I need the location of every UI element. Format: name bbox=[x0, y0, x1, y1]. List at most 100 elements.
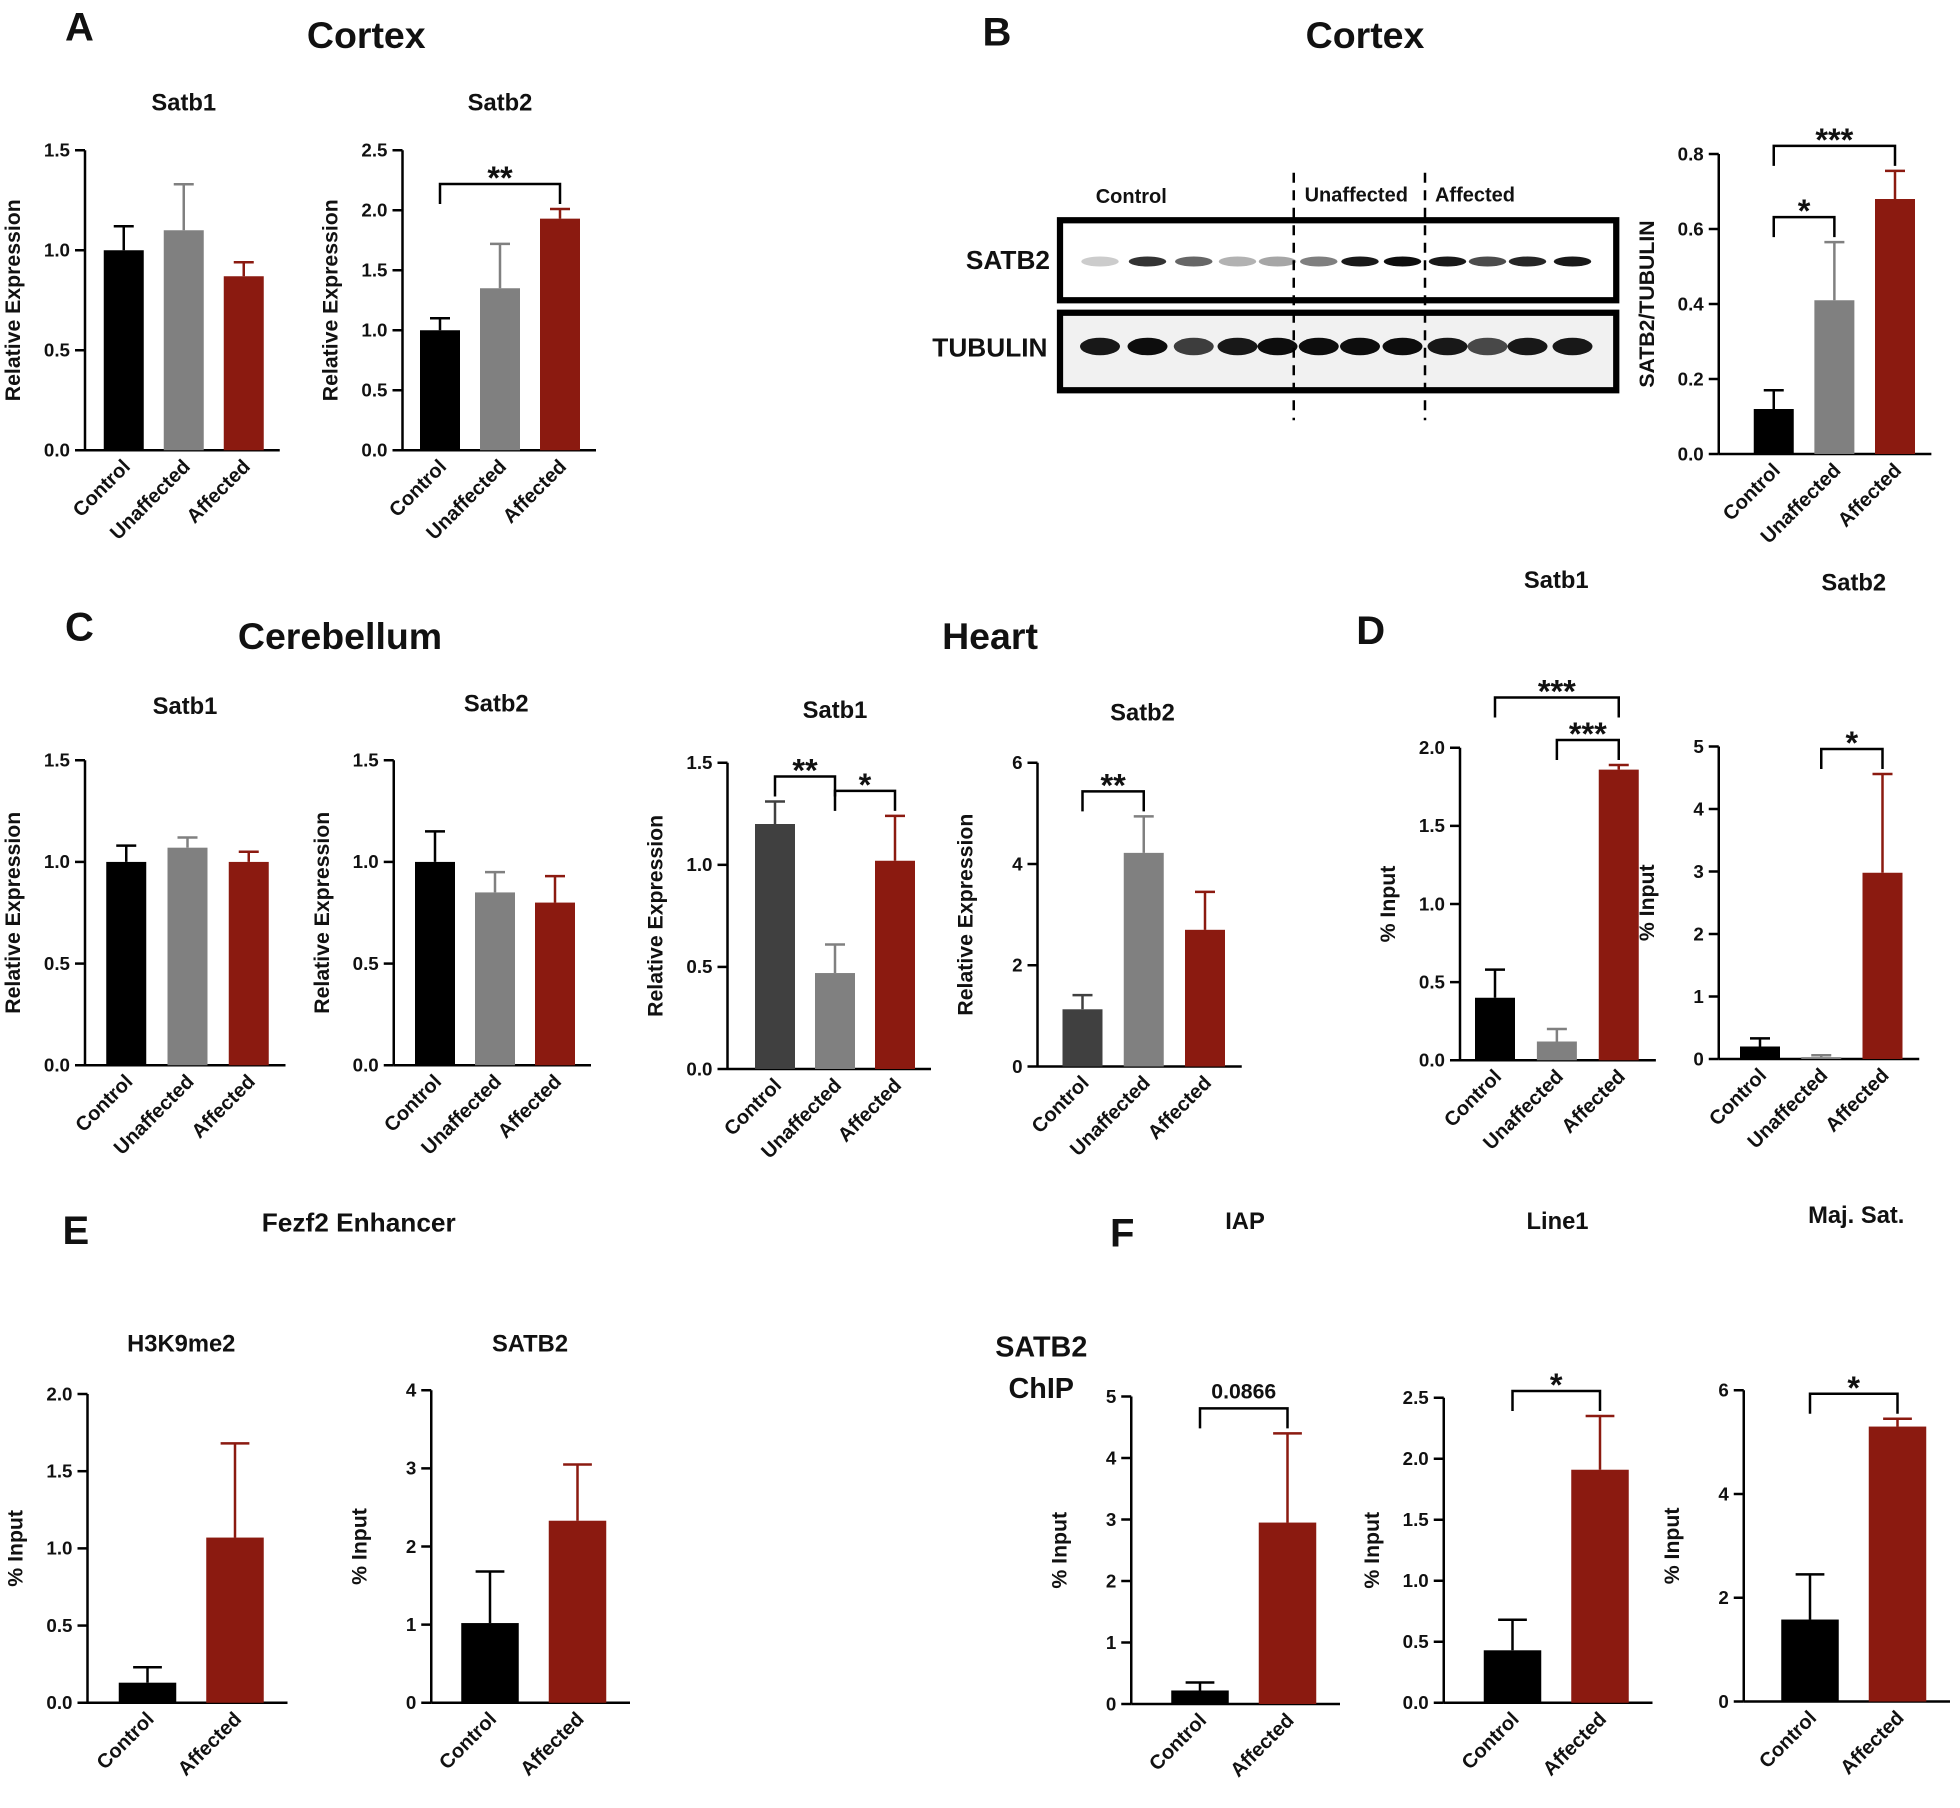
y-tick-label: 4 bbox=[1718, 1483, 1729, 1504]
y-axis-label: Relative Expression bbox=[310, 812, 334, 1014]
significance-bracket bbox=[1772, 144, 1897, 166]
y-axis-label: Relative Expression bbox=[644, 815, 668, 1017]
error-bar bbox=[1133, 815, 1154, 853]
y-tick-label: 1.5 bbox=[46, 1460, 72, 1481]
blot-band bbox=[1217, 337, 1258, 356]
error-bar bbox=[1072, 993, 1093, 1010]
error-bar bbox=[1872, 772, 1893, 873]
bar bbox=[106, 861, 147, 1066]
bar-chart: 0.0 0.5 1.0 1.5 2.0 2.5 Satb2 Relative Expressi… bbox=[319, 89, 596, 544]
significance-label: * bbox=[1847, 1370, 1860, 1406]
significance-bracket bbox=[1808, 1392, 1899, 1414]
error-bar bbox=[238, 850, 259, 862]
y-tick-label: 5 bbox=[1106, 1386, 1116, 1407]
y-tick-label: 5 bbox=[1693, 736, 1703, 757]
x-tick-label: Affected bbox=[494, 1071, 566, 1143]
error-bar bbox=[490, 242, 510, 289]
error-bar bbox=[1811, 1054, 1832, 1058]
blot-group-label: Affected bbox=[1435, 185, 1515, 207]
y-axis-label: Relative Expression bbox=[319, 199, 343, 401]
x-tick-label: Affected bbox=[1834, 459, 1906, 531]
x-tick-label: Affected bbox=[1144, 1072, 1216, 1144]
bar bbox=[475, 892, 515, 1066]
y-tick-label: 0 bbox=[1693, 1048, 1703, 1069]
blot-group-label: Control bbox=[1096, 186, 1167, 208]
y-tick-label: 0 bbox=[1718, 1691, 1728, 1712]
blot-band bbox=[1127, 337, 1168, 356]
blot-band bbox=[1340, 337, 1380, 356]
bar bbox=[1753, 409, 1794, 454]
bar-chart: 0 1 2 3 4 5 IAP % Input Control Affected 0.0866 bbox=[1047, 1208, 1340, 1782]
y-tick-label: 2.5 bbox=[1403, 1387, 1429, 1408]
y-tick-label: 2.0 bbox=[361, 200, 387, 221]
error-bar bbox=[1824, 240, 1845, 301]
blot-band bbox=[1468, 256, 1507, 267]
bar bbox=[1814, 300, 1855, 454]
panel-letter: B bbox=[983, 10, 1012, 54]
error-bar bbox=[430, 317, 450, 331]
heading: Heart bbox=[942, 615, 1038, 657]
bar bbox=[461, 1623, 519, 1703]
y-tick-label: 1.5 bbox=[1419, 815, 1445, 836]
bar bbox=[1781, 1619, 1839, 1702]
error-bar bbox=[116, 844, 137, 862]
heading: Cerebellum bbox=[238, 615, 442, 657]
significance-label: *** bbox=[1815, 122, 1853, 158]
blot-band bbox=[1341, 256, 1379, 267]
error-bar bbox=[1750, 1037, 1770, 1047]
error-bar bbox=[1485, 968, 1505, 998]
bar bbox=[103, 250, 144, 451]
y-tick-label: 2 bbox=[1106, 1570, 1116, 1591]
bar bbox=[1536, 1041, 1577, 1061]
y-tick-label: 1 bbox=[406, 1614, 416, 1635]
error-bar bbox=[1885, 169, 1905, 200]
significance-bracket bbox=[1493, 696, 1620, 718]
bar bbox=[228, 861, 269, 1066]
x-tick-label: Affected bbox=[516, 1708, 588, 1780]
error-bar bbox=[885, 814, 905, 861]
chart-title: Satb1 bbox=[803, 697, 868, 724]
blot-group-label: Unaffected bbox=[1305, 185, 1408, 207]
error-bar bbox=[177, 836, 198, 848]
bar bbox=[1062, 1009, 1103, 1067]
y-axis-label: % Input bbox=[1360, 1512, 1384, 1589]
significance-bracket bbox=[1555, 738, 1620, 760]
bar bbox=[1868, 1426, 1927, 1702]
bar bbox=[1571, 1469, 1629, 1703]
error-bar bbox=[220, 1442, 250, 1538]
chart-title: IAP bbox=[1225, 1208, 1265, 1235]
blot-band bbox=[1508, 256, 1547, 267]
blot-band bbox=[1080, 337, 1120, 356]
x-tick-label: Affected bbox=[499, 456, 571, 528]
bar-chart: 0 2 4 6 Maj. Sat. % Input Control Affected * bbox=[1660, 1202, 1950, 1779]
bar bbox=[1801, 1057, 1842, 1059]
bar bbox=[1483, 1650, 1542, 1703]
x-tick-label: Affected bbox=[183, 456, 255, 528]
chart-title: Satb1 bbox=[151, 89, 216, 116]
blot-band bbox=[1081, 256, 1119, 267]
y-tick-label: 0.5 bbox=[686, 956, 712, 977]
y-tick-label: 0 bbox=[1106, 1693, 1116, 1714]
significance-label: ** bbox=[792, 753, 818, 789]
y-axis-label: SATB2/TUBULIN bbox=[1635, 220, 1659, 387]
y-tick-label: 6 bbox=[1012, 752, 1022, 773]
bar bbox=[420, 330, 460, 451]
x-tick-label: Control bbox=[1755, 1707, 1821, 1773]
y-tick-label: 0.0 bbox=[1403, 1692, 1429, 1713]
y-tick-label: 2 bbox=[1718, 1587, 1728, 1608]
y-tick-label: 2 bbox=[406, 1536, 416, 1557]
bar bbox=[1475, 997, 1515, 1061]
bar-chart: 0.00.20.40.60.8SATB2/TUBULINControlUnaff… bbox=[1635, 122, 1932, 548]
significance-bracket bbox=[1081, 790, 1145, 812]
y-tick-label: 0.0 bbox=[46, 1692, 72, 1713]
blot-band bbox=[1552, 337, 1593, 356]
bar bbox=[535, 902, 575, 1066]
bar bbox=[223, 276, 264, 451]
y-tick-label: 0 bbox=[406, 1692, 416, 1713]
blot-band bbox=[1128, 256, 1167, 267]
bar bbox=[1258, 1522, 1317, 1704]
y-tick-label: 2.0 bbox=[1419, 737, 1445, 758]
heading: Cortex bbox=[307, 14, 426, 56]
